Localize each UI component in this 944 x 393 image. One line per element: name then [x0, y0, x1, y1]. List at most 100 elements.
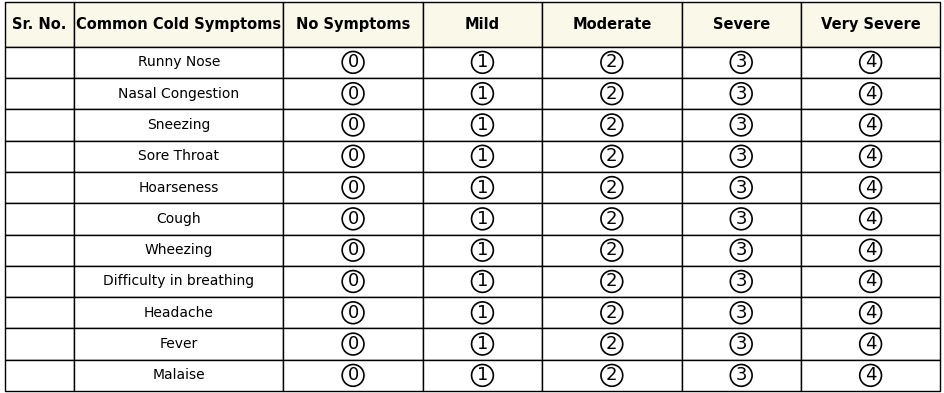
Text: 0: 0 [347, 84, 359, 103]
Text: 1: 1 [477, 335, 488, 353]
Text: 1: 1 [477, 210, 488, 228]
Bar [283, 329, 422, 360]
Text: 2: 2 [605, 147, 617, 165]
Bar [422, 109, 542, 141]
Bar [801, 172, 939, 203]
Text: 4: 4 [864, 335, 875, 353]
Text: 4: 4 [864, 53, 875, 72]
Bar [801, 235, 939, 266]
Bar [801, 203, 939, 235]
Bar [422, 203, 542, 235]
Bar [422, 266, 542, 297]
Text: 4: 4 [864, 84, 875, 103]
Bar [283, 47, 422, 78]
Bar [283, 141, 422, 172]
Bar [75, 329, 283, 360]
Text: 0: 0 [347, 241, 359, 259]
Text: 0: 0 [347, 116, 359, 134]
Text: 2: 2 [605, 304, 617, 322]
Bar [75, 266, 283, 297]
Bar [283, 78, 422, 109]
Text: 0: 0 [347, 366, 359, 384]
Bar [681, 172, 801, 203]
Text: Hoarseness: Hoarseness [139, 180, 219, 195]
Text: 3: 3 [734, 304, 746, 322]
Bar [5, 2, 75, 47]
Text: 0: 0 [347, 210, 359, 228]
Bar [5, 266, 75, 297]
Text: 4: 4 [864, 241, 875, 259]
Text: 3: 3 [734, 210, 746, 228]
Bar [422, 47, 542, 78]
Bar [5, 329, 75, 360]
Text: Nasal Congestion: Nasal Congestion [118, 87, 239, 101]
Bar [542, 109, 681, 141]
Bar [801, 360, 939, 391]
Bar [283, 235, 422, 266]
Bar [801, 47, 939, 78]
Text: 2: 2 [605, 241, 617, 259]
Text: 0: 0 [347, 304, 359, 322]
Bar [5, 360, 75, 391]
Bar [681, 235, 801, 266]
Bar [801, 2, 939, 47]
Text: 1: 1 [477, 147, 488, 165]
Bar [75, 172, 283, 203]
Text: No Symptoms: No Symptoms [295, 17, 410, 32]
Bar [681, 2, 801, 47]
Text: 4: 4 [864, 116, 875, 134]
Text: 0: 0 [347, 178, 359, 196]
Bar [542, 141, 681, 172]
Text: 4: 4 [864, 147, 875, 165]
Bar [681, 266, 801, 297]
Bar [542, 2, 681, 47]
Text: 3: 3 [734, 147, 746, 165]
Text: 0: 0 [347, 147, 359, 165]
Bar [75, 47, 283, 78]
Text: Fever: Fever [160, 337, 198, 351]
Text: 2: 2 [605, 84, 617, 103]
Bar [681, 109, 801, 141]
Text: 3: 3 [734, 84, 746, 103]
Bar [542, 203, 681, 235]
Text: 3: 3 [734, 241, 746, 259]
Bar [422, 297, 542, 329]
Bar [422, 78, 542, 109]
Text: 2: 2 [605, 53, 617, 72]
Bar [422, 141, 542, 172]
Bar [283, 360, 422, 391]
Bar [75, 360, 283, 391]
Bar [542, 297, 681, 329]
Text: Severe: Severe [712, 17, 769, 32]
Text: 1: 1 [477, 366, 488, 384]
Text: 1: 1 [477, 116, 488, 134]
Text: Very Severe: Very Severe [819, 17, 919, 32]
Text: Common Cold Symptoms: Common Cold Symptoms [76, 17, 281, 32]
Text: 2: 2 [605, 272, 617, 290]
Bar [801, 109, 939, 141]
Text: Moderate: Moderate [571, 17, 650, 32]
Text: 1: 1 [477, 53, 488, 72]
Bar [5, 78, 75, 109]
Bar [5, 172, 75, 203]
Text: Wheezing: Wheezing [144, 243, 212, 257]
Bar [681, 47, 801, 78]
Bar [75, 235, 283, 266]
Bar [681, 141, 801, 172]
Bar [283, 266, 422, 297]
Bar [801, 297, 939, 329]
Bar [542, 329, 681, 360]
Bar [75, 141, 283, 172]
Bar [5, 141, 75, 172]
Bar [422, 360, 542, 391]
Bar [283, 109, 422, 141]
Text: 3: 3 [734, 53, 746, 72]
Text: Sneezing: Sneezing [147, 118, 211, 132]
Bar [283, 297, 422, 329]
Bar [422, 2, 542, 47]
Bar [681, 329, 801, 360]
Text: 3: 3 [734, 272, 746, 290]
Text: Difficulty in breathing: Difficulty in breathing [103, 274, 254, 288]
Bar [801, 141, 939, 172]
Bar [542, 235, 681, 266]
